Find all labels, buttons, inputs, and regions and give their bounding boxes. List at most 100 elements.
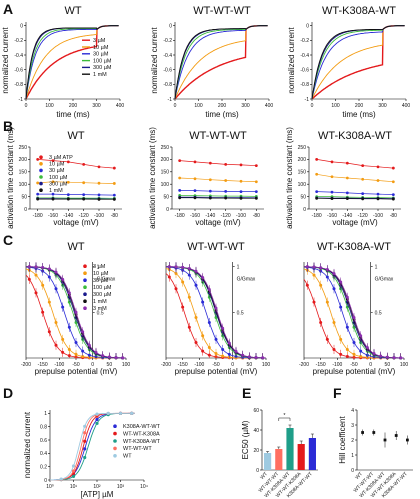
x-tick-label: 400 bbox=[116, 103, 125, 109]
data-point bbox=[97, 181, 101, 185]
panel-letter-e: E bbox=[242, 385, 251, 401]
data-point bbox=[239, 196, 243, 200]
x-axis-label: prepulse potential (mV) bbox=[35, 367, 118, 376]
data-point bbox=[241, 353, 245, 357]
x-tick-label: -100 bbox=[94, 213, 104, 219]
y-tick-label: -0.2 bbox=[14, 38, 23, 44]
data-point bbox=[36, 192, 40, 196]
data-point bbox=[112, 193, 116, 197]
data-point bbox=[83, 424, 87, 428]
data-point bbox=[81, 330, 85, 334]
y-tick-label: 0 bbox=[44, 478, 47, 484]
panel-c2: -200 -150 -100 -50 0 50 100 0.5 1 G/Gmax WT-WT-WT p… bbox=[161, 241, 270, 376]
data-point bbox=[187, 273, 191, 277]
data-point bbox=[372, 431, 376, 434]
legend-label: 100 µM bbox=[49, 175, 68, 181]
data-point bbox=[391, 180, 395, 184]
data-point bbox=[34, 291, 38, 295]
data-point bbox=[83, 431, 87, 435]
x-tick-label: 300 bbox=[378, 103, 387, 109]
trace-line bbox=[174, 25, 268, 100]
data-point bbox=[406, 438, 409, 442]
trace-line bbox=[25, 25, 119, 100]
data-point bbox=[112, 182, 116, 185]
trace-line bbox=[25, 25, 119, 100]
data-point bbox=[339, 352, 343, 356]
trace-line bbox=[311, 25, 405, 100]
x-tick-label: 100 bbox=[331, 103, 340, 109]
trace-line bbox=[174, 25, 268, 100]
y-tick-label: -0.4 bbox=[300, 53, 309, 59]
chart-title: WT-K308A-WT bbox=[317, 241, 391, 253]
y-tick-label: 250 bbox=[298, 145, 307, 151]
legend-label: 3 mM bbox=[93, 306, 107, 312]
trace-line bbox=[174, 25, 268, 100]
data-point bbox=[376, 197, 380, 201]
series-line bbox=[179, 177, 257, 183]
legend-marker bbox=[83, 299, 87, 304]
y-tick-label: -0.8 bbox=[163, 82, 172, 88]
data-point bbox=[97, 193, 101, 197]
y-tick-label: 250 bbox=[19, 145, 28, 151]
y-tick-label: 4 bbox=[351, 408, 354, 414]
data-point bbox=[178, 189, 182, 192]
data-point bbox=[47, 275, 51, 279]
x-tick-label: -100 bbox=[373, 213, 383, 219]
y-tick-label: 100 bbox=[19, 182, 28, 188]
series-line bbox=[179, 160, 257, 166]
data-point bbox=[208, 178, 212, 182]
trace-line bbox=[174, 25, 268, 100]
data-point bbox=[332, 272, 336, 276]
x-tick-label: 100 bbox=[45, 103, 54, 109]
y-tick-label: 1 bbox=[237, 265, 240, 271]
y-tick-label: -0.2 bbox=[163, 38, 172, 44]
y-tick-label: -0.8 bbox=[300, 82, 309, 88]
data-point bbox=[194, 341, 198, 345]
x-tick-label: 0 bbox=[311, 103, 314, 109]
x-tick-label: -50 bbox=[72, 362, 79, 368]
data-point bbox=[174, 287, 178, 291]
y-tick-label: 0.5 bbox=[375, 310, 382, 316]
data-point bbox=[394, 434, 398, 437]
data-point bbox=[95, 417, 99, 422]
data-point bbox=[193, 189, 197, 193]
data-point bbox=[66, 180, 70, 184]
data-point bbox=[114, 356, 118, 360]
x-tick-label: -100 bbox=[332, 362, 342, 368]
data-point bbox=[167, 275, 171, 279]
data-point bbox=[330, 175, 334, 179]
x-tick-label: -180 bbox=[33, 213, 43, 219]
data-point bbox=[361, 177, 365, 181]
legend-marker bbox=[113, 446, 117, 451]
data-point bbox=[305, 283, 309, 287]
y-tick-label: 150 bbox=[298, 170, 307, 176]
y-tick-label: 0 bbox=[306, 23, 309, 29]
data-point bbox=[201, 275, 205, 279]
category-label: WT bbox=[354, 471, 364, 481]
data-point bbox=[372, 351, 376, 355]
x-tick-label: 200 bbox=[69, 103, 78, 109]
data-point bbox=[201, 349, 205, 353]
legend-marker bbox=[83, 292, 87, 297]
legend-label: WT bbox=[123, 454, 132, 460]
legend-label: 30 µM bbox=[93, 278, 109, 284]
data-point bbox=[41, 310, 45, 314]
x-tick-label: -80 bbox=[111, 213, 118, 219]
data-point bbox=[54, 321, 58, 325]
panel-c1: -200 -150 -100 -50 0 50 100 0.5 1 G/Gmax WT prepuls… bbox=[21, 241, 130, 376]
legend-label: K308A-WT-WT bbox=[123, 424, 161, 430]
data-point bbox=[208, 196, 212, 200]
y-tick-label: 3 bbox=[351, 423, 354, 429]
data-point bbox=[107, 355, 111, 359]
data-point bbox=[224, 196, 228, 200]
data-point bbox=[95, 412, 99, 416]
y-tick-label: 0.4 bbox=[40, 451, 47, 457]
legend-marker bbox=[83, 271, 87, 276]
data-point bbox=[87, 343, 91, 347]
x-tick-label: -160 bbox=[190, 213, 200, 219]
category-label: WT bbox=[259, 471, 269, 481]
data-point bbox=[312, 300, 316, 304]
data-point bbox=[187, 295, 191, 299]
data-point bbox=[254, 356, 258, 360]
